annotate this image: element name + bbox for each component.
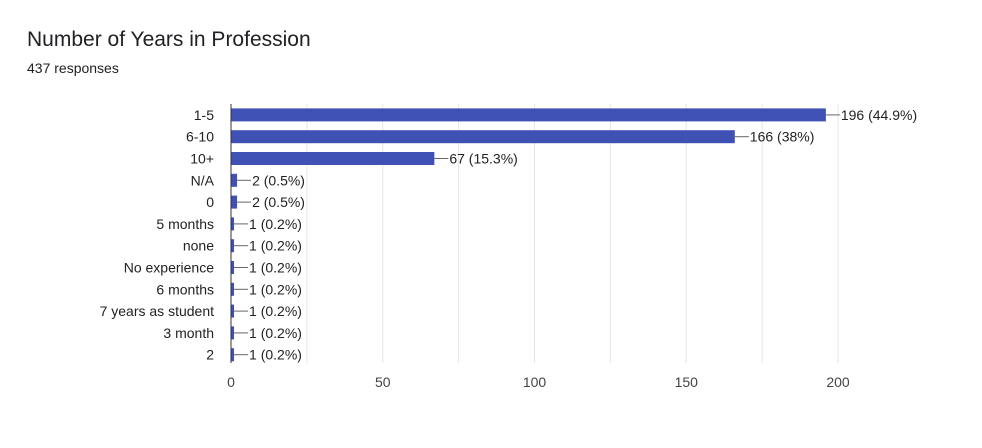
response-count: 437 responses — [27, 60, 119, 76]
chart-title: Number of Years in Profession — [27, 28, 311, 51]
x-tick-label: 50 — [375, 374, 391, 390]
data-label: 1 (0.2%) — [249, 260, 302, 276]
data-label: 2 (0.5%) — [252, 172, 305, 188]
bar — [231, 108, 826, 122]
data-label: 1 (0.2%) — [249, 347, 302, 363]
bar — [231, 130, 735, 144]
data-label: 1 (0.2%) — [249, 303, 302, 319]
x-tick-label: 200 — [826, 374, 850, 390]
category-label: 0 — [206, 194, 214, 210]
bar — [231, 152, 435, 165]
category-label: 10+ — [190, 151, 214, 167]
data-label: 196 (44.9%) — [841, 107, 917, 123]
data-label: 1 (0.2%) — [249, 216, 302, 232]
category-label: 2 — [206, 347, 214, 363]
x-tick-label: 150 — [675, 374, 699, 390]
category-label: 6-10 — [186, 129, 214, 145]
x-tick-label: 100 — [523, 374, 547, 390]
category-label: 7 years as student — [100, 303, 215, 319]
data-label: 166 (38%) — [750, 129, 815, 145]
data-label: 2 (0.5%) — [252, 194, 305, 210]
bar — [231, 348, 235, 362]
category-label: none — [183, 238, 214, 254]
data-label: 1 (0.2%) — [249, 325, 302, 341]
category-label: No experience — [124, 260, 214, 276]
data-label: 67 (15.3%) — [449, 151, 517, 167]
category-label: 3 month — [163, 325, 214, 341]
bar — [231, 282, 235, 296]
bar — [231, 217, 235, 231]
bar — [231, 239, 235, 253]
data-label: 1 (0.2%) — [249, 281, 302, 297]
bar — [231, 173, 238, 187]
bar — [231, 304, 235, 318]
category-label: 6 months — [156, 281, 214, 297]
x-tick-label: 0 — [227, 374, 235, 390]
category-label: N/A — [191, 172, 215, 188]
data-label: 1 (0.2%) — [249, 238, 302, 254]
bar — [231, 195, 238, 209]
category-label: 1-5 — [194, 107, 214, 123]
category-label: 5 months — [156, 216, 214, 232]
bar — [231, 326, 235, 340]
bar — [231, 261, 235, 274]
